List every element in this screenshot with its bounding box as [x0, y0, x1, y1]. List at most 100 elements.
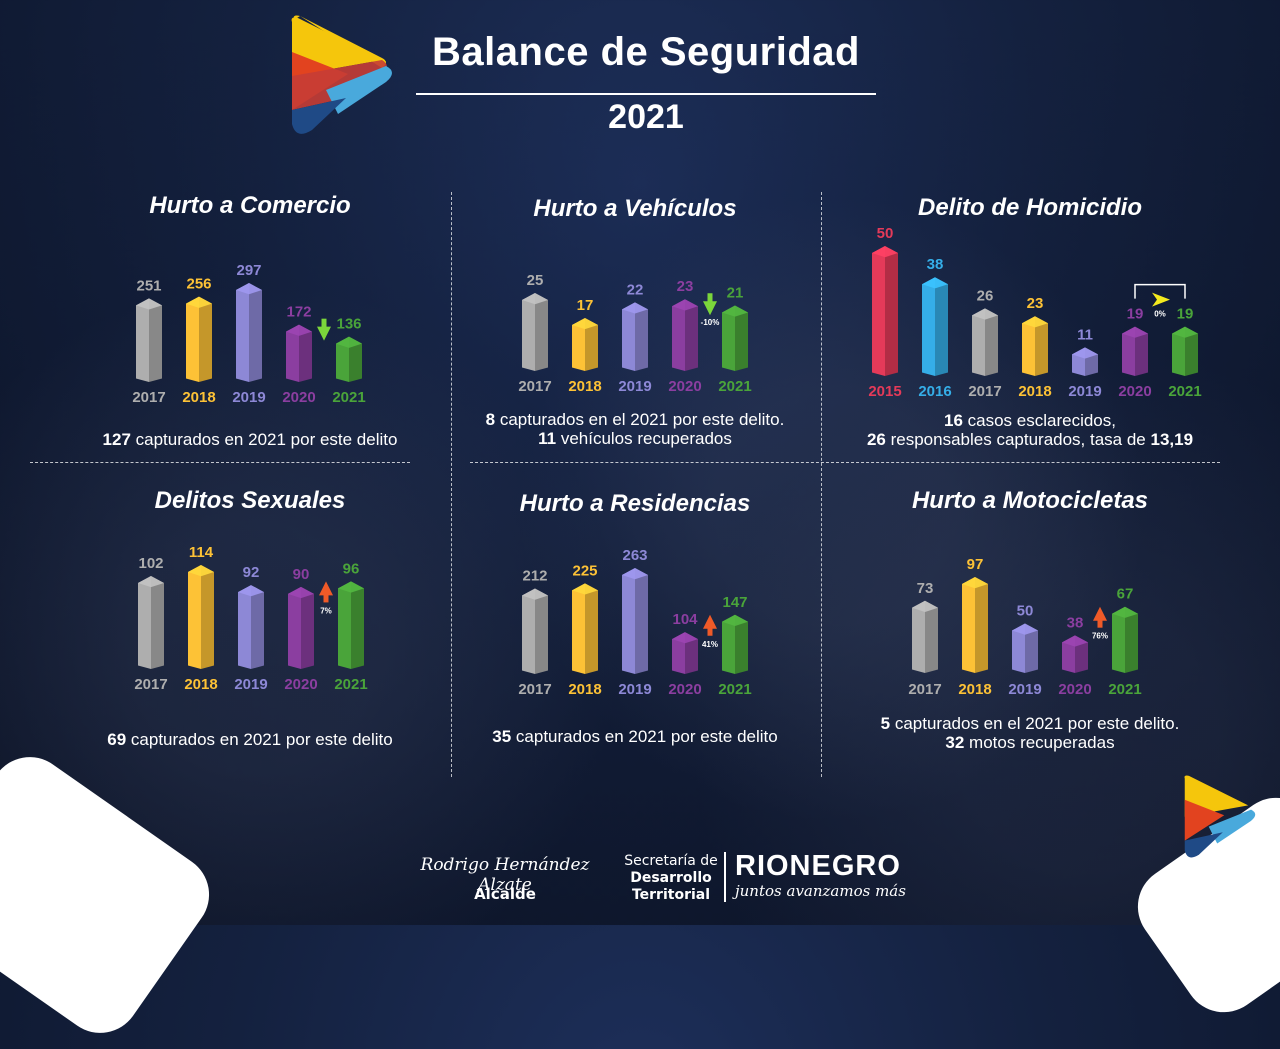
- page-title: Balance de Seguridad: [432, 30, 860, 74]
- bar-face-left: [622, 568, 635, 674]
- secretaria-label: Secretaría de Desarrollo Territorial: [622, 853, 720, 904]
- bar-face-left: [1022, 316, 1035, 376]
- bar-value-label: 256: [186, 276, 211, 293]
- bar-value-label: 96: [343, 560, 360, 577]
- bar-cap: [136, 298, 162, 310]
- tick-label: 2019: [618, 378, 651, 395]
- tick-label: 2020: [282, 389, 315, 406]
- bar-cap: [962, 577, 988, 589]
- chart-summary: 69 capturados en 2021 por este delito: [70, 730, 430, 749]
- bar-face-left: [912, 600, 925, 673]
- bar-value-label: 19: [1177, 306, 1194, 323]
- summary-line: 32 motos recuperadas: [840, 733, 1220, 752]
- bar: [1012, 623, 1038, 673]
- bar-cap: [722, 614, 748, 626]
- bar-cap: [522, 293, 548, 305]
- mayor-signature: Rodrigo Hernández Alzate: [420, 855, 590, 895]
- bar: [286, 324, 312, 382]
- panel-hurto-motocicletas: Hurto a Motocicletas 73 2017 97 2018 50 2019 3…: [840, 485, 1220, 760]
- panel-hurto-residencias: Hurto a Residencias 212 2017 225 2018 263 201…: [460, 488, 810, 763]
- summary-text: capturados en 2021 por este delito: [511, 727, 778, 746]
- bar-face-left: [286, 324, 299, 382]
- bar-face-left: [672, 299, 685, 371]
- bar: [188, 565, 214, 669]
- trend-up-arrow-icon: [323, 594, 329, 603]
- tick-label: 2020: [668, 378, 701, 395]
- bar-cap: [672, 632, 698, 644]
- bar-cap: [972, 308, 998, 320]
- tick-label: 2017: [518, 681, 551, 698]
- bar-value-label: 92: [243, 564, 260, 581]
- bar: [722, 614, 748, 674]
- bar-value-label: 26: [977, 287, 994, 304]
- bar-face-right: [201, 565, 214, 669]
- bar-cap: [188, 565, 214, 577]
- bar-face-right: [585, 317, 598, 371]
- bar-cap: [872, 246, 898, 258]
- summary-number: 69: [107, 730, 127, 749]
- panel-delitos-sexuales: Delitos Sexuales 102 2017 114 2018 92 2019 90 2…: [70, 485, 430, 760]
- bar-value-label: 21: [727, 284, 744, 301]
- bar-face-left: [1172, 326, 1185, 376]
- summary-line: 35 capturados en 2021 por este delito: [460, 727, 810, 746]
- chart-delitos-sexuales: 102 2017 114 2018 92 2019 90 2020 96 2021 7%: [134, 544, 367, 693]
- bar: [962, 577, 988, 673]
- bar-face-left: [722, 614, 735, 674]
- bar: [338, 581, 364, 669]
- bar-value-label: 90: [293, 566, 310, 583]
- bar: [138, 575, 164, 669]
- tick-label: 2017: [134, 676, 167, 693]
- bar: [572, 583, 598, 674]
- trend-down-arrow-icon: [703, 301, 717, 316]
- tick-label: 2018: [958, 681, 991, 698]
- bar-cap: [288, 586, 314, 599]
- bar-cap: [286, 324, 312, 336]
- trend-label: 41%: [702, 640, 718, 649]
- bar-cap: [1022, 316, 1048, 328]
- bar-face-right: [985, 308, 998, 376]
- bar-face-left: [136, 298, 149, 382]
- summary-text: responsables capturados, tasa de: [885, 430, 1151, 449]
- bar-face-right: [1025, 623, 1038, 673]
- bar-face-left: [186, 296, 199, 382]
- bar-cap: [186, 296, 212, 308]
- mayor-role: Alcalde: [474, 885, 536, 903]
- bar: [236, 283, 262, 382]
- summary-text: motos recuperadas: [964, 733, 1115, 752]
- corner-shape-left: [0, 741, 225, 1049]
- tick-label: 2019: [1068, 383, 1101, 400]
- bar-value-label: 38: [927, 256, 944, 273]
- tick-label: 2018: [182, 389, 215, 406]
- bar-cap: [138, 575, 164, 588]
- bar-face-left: [522, 588, 535, 674]
- bar: [922, 277, 948, 376]
- tick-label: 2021: [332, 389, 365, 406]
- bar: [572, 317, 598, 371]
- tick-label: 2020: [1118, 383, 1151, 400]
- bar: [872, 246, 898, 376]
- bar-value-label: 251: [136, 277, 161, 294]
- tick-label: 2020: [668, 681, 701, 698]
- bar-value-label: 25: [527, 272, 544, 289]
- tick-label: 2016: [918, 383, 951, 400]
- tick-label: 2017: [968, 383, 1001, 400]
- bar-face-left: [922, 277, 935, 376]
- bar-face-right: [635, 302, 648, 371]
- bar-value-label: 212: [522, 568, 547, 585]
- bar-face-right: [925, 600, 938, 673]
- bar-face-right: [149, 298, 162, 382]
- summary-line: 127 capturados en 2021 por este delito: [70, 430, 430, 449]
- bar: [238, 585, 264, 669]
- summary-text: vehículos recuperados: [556, 429, 732, 448]
- summary-text: casos esclarecidos,: [962, 411, 1116, 430]
- bar: [722, 305, 748, 371]
- bar-cap: [622, 302, 648, 314]
- footer-separator: [724, 852, 726, 902]
- bar: [972, 308, 998, 376]
- trend-down-arrow-icon: [317, 326, 331, 341]
- summary-line: 11 vehículos recuperados: [460, 429, 810, 448]
- bar-value-label: 73: [917, 580, 934, 597]
- bar-value-label: 23: [1027, 295, 1044, 312]
- summary-number: 8: [485, 410, 496, 429]
- bar: [672, 299, 698, 371]
